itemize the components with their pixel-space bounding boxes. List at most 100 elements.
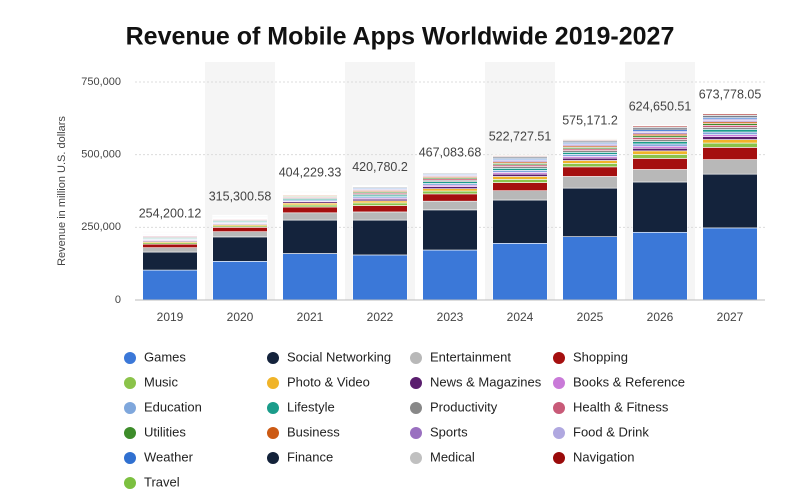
legend-marker: [124, 377, 136, 389]
bar-segment: [562, 160, 618, 164]
bar-segment: [212, 231, 268, 238]
legend-marker: [267, 352, 279, 364]
legend-marker: [553, 402, 565, 414]
bar-segment: [632, 231, 688, 301]
bar-segment: [632, 143, 688, 147]
bar-segment: [632, 141, 688, 145]
x-tick-label: 2024: [507, 310, 534, 324]
bar-segment: [492, 190, 548, 201]
bar-segment: [562, 138, 618, 140]
legend-label: Travel: [144, 474, 180, 489]
bar-segment: [632, 125, 688, 127]
legend-marker: [410, 377, 422, 389]
bar-segment: [492, 176, 548, 180]
bar-segment: [282, 219, 338, 254]
legend-marker: [410, 427, 422, 439]
bar-segment: [492, 154, 548, 156]
legend-marker: [410, 402, 422, 414]
bar-segment: [632, 181, 688, 233]
bar-segment: [702, 136, 758, 140]
bar-total-label: 575,171.2: [562, 113, 618, 127]
legend-marker: [553, 352, 565, 364]
bar-segment: [702, 131, 758, 135]
bar-total-label: 404,229.33: [279, 166, 342, 180]
legend-marker: [267, 402, 279, 414]
y-tick-label: 0: [115, 294, 121, 306]
bar-segment: [632, 139, 688, 142]
legend-label: Utilities: [144, 424, 186, 439]
bar-total-label: 420,780.2: [352, 160, 408, 174]
bar-total-label: 624,650.51: [629, 100, 692, 114]
bar-total-label: 673,778.05: [699, 87, 762, 101]
bar-segment: [562, 176, 618, 189]
bar-segment: [562, 154, 618, 157]
bar-segment: [422, 190, 478, 195]
y-tick-label: 750,000: [81, 76, 121, 88]
legend-label: Music: [144, 374, 178, 389]
x-tick-label: 2027: [717, 310, 744, 324]
bar-segment: [282, 204, 338, 208]
bar-segment: [142, 251, 198, 271]
bar-total-label: 315,300.58: [209, 189, 272, 203]
legend-label: Finance: [287, 449, 333, 464]
bar-segment: [702, 134, 758, 137]
bar-segment: [142, 269, 198, 301]
legend-label: Health & Fitness: [573, 399, 669, 414]
legend-label: Weather: [144, 449, 194, 464]
bar-segment: [562, 236, 618, 301]
bar-segment: [352, 200, 408, 204]
legend-marker: [267, 452, 279, 464]
bar-segment: [352, 205, 408, 213]
bar-segment: [422, 170, 478, 173]
bar-segment: [212, 227, 268, 232]
legend-marker: [553, 427, 565, 439]
legend-label: Food & Drink: [573, 424, 649, 439]
legend-label: Shopping: [573, 349, 628, 364]
legend-label: Books & Reference: [573, 374, 685, 389]
x-tick-label: 2023: [437, 310, 464, 324]
bar-segment: [702, 142, 758, 148]
bar-segment: [632, 137, 688, 140]
legend-label: Productivity: [430, 399, 498, 414]
legend-marker: [124, 402, 136, 414]
bar-segment: [702, 139, 758, 144]
legend-marker: [124, 477, 136, 489]
bar-segment: [632, 150, 688, 155]
legend-label: Medical: [430, 449, 475, 464]
bar-segment: [422, 200, 478, 211]
legend-marker: [267, 377, 279, 389]
bar-segment: [492, 170, 548, 173]
x-tick-label: 2019: [157, 310, 184, 324]
bar-segment: [702, 173, 758, 229]
y-tick-label: 500,000: [81, 149, 121, 161]
x-tick-label: 2022: [367, 310, 394, 324]
y-tick-label: 250,000: [81, 221, 121, 233]
bar-segment: [702, 127, 758, 130]
bar-segment: [352, 219, 408, 256]
bar-segment: [352, 254, 408, 301]
bar-segment: [632, 145, 688, 149]
bar-segment: [562, 152, 618, 155]
bar-segment: [422, 209, 478, 251]
x-tick-label: 2026: [647, 310, 674, 324]
legend-marker: [124, 427, 136, 439]
legend-label: Sports: [430, 424, 468, 439]
bar-segment: [562, 187, 618, 237]
bar-segment: [422, 186, 478, 189]
legend-marker: [267, 427, 279, 439]
legend-marker: [124, 452, 136, 464]
bar-segment: [702, 112, 758, 114]
bar-segment: [632, 154, 688, 159]
bar-segment: [492, 182, 548, 192]
bar-segment: [492, 179, 548, 183]
legend-label: Lifestyle: [287, 399, 335, 414]
x-tick-label: 2021: [297, 310, 324, 324]
legend-marker: [410, 452, 422, 464]
bar-segment: [632, 158, 688, 170]
bar-segment: [422, 188, 478, 192]
bar-segment: [282, 253, 338, 301]
legend-marker: [410, 352, 422, 364]
bar-segment: [142, 243, 198, 248]
bar-segment: [702, 129, 758, 133]
